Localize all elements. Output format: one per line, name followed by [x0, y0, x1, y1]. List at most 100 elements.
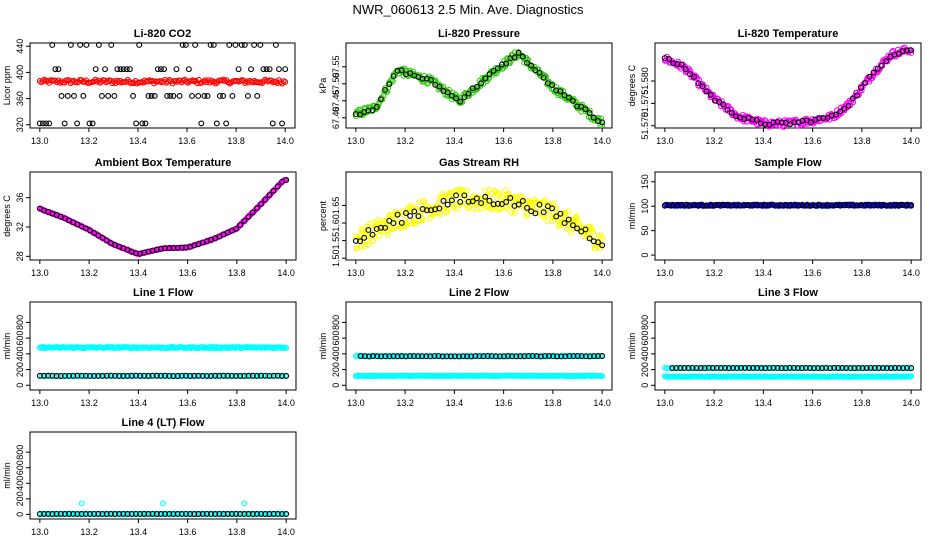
panel-line1: Line 1 Flow ml/min 13.0 13.2 13.4 13.6 13.8 14.… [2, 287, 297, 408]
data-point [53, 373, 60, 379]
data-point [728, 106, 735, 113]
data-point [827, 365, 834, 372]
data-point [398, 67, 405, 74]
data-point [382, 224, 389, 231]
data-point [472, 353, 479, 360]
plot-frame [29, 301, 297, 391]
data-point [402, 210, 409, 216]
data-point [232, 42, 239, 48]
data-point [107, 372, 114, 379]
data-point [787, 202, 794, 209]
figure-title: NWR_060613 2.5 Min. Ave. Diagnostics [352, 2, 584, 17]
data-point [70, 372, 77, 379]
data-point [241, 373, 248, 379]
data-point [887, 365, 894, 371]
data-point [553, 213, 560, 220]
data-point [357, 353, 364, 359]
data-point [774, 118, 781, 125]
data-point [366, 353, 372, 360]
y-tick-label: 50 [640, 226, 650, 236]
data-point [174, 510, 181, 517]
data-point [145, 93, 152, 99]
y-tick-label: 400 [331, 346, 341, 361]
data-point [253, 205, 260, 212]
data-point [858, 87, 865, 94]
data-point [666, 202, 672, 209]
x-tick-label: 13.6 [495, 398, 513, 408]
data-point [536, 69, 543, 76]
data-point [703, 202, 710, 209]
data-point [691, 201, 698, 208]
data-point [558, 353, 565, 360]
data-point [262, 196, 269, 203]
data-point [904, 364, 911, 371]
panel-line2: Line 2 Flow ml/min 13.0 13.2 13.4 13.6 13.8 14.… [318, 287, 613, 408]
data-point [745, 202, 752, 209]
data-point [281, 372, 288, 379]
data-point [204, 93, 211, 99]
x-tick-label: 13.0 [347, 398, 365, 408]
data-point [406, 353, 413, 360]
data-point [782, 365, 789, 372]
series-2.5-min [36, 177, 290, 257]
data-point [595, 239, 601, 246]
data-point [112, 511, 118, 517]
data-point [503, 204, 510, 211]
data-point [786, 364, 793, 371]
data-point [904, 47, 910, 54]
data-point [61, 372, 68, 379]
x-tick-label: 13.2 [396, 136, 414, 146]
panel-rh: Gas Stream RH percent 13.0 13.2 13.4 13.6 13.8… [318, 157, 613, 278]
y-axis-label: degrees C [627, 64, 637, 106]
data-point [276, 66, 282, 73]
data-point [519, 198, 526, 204]
data-point [486, 197, 493, 204]
data-point [837, 202, 844, 209]
data-point [574, 225, 581, 232]
panel-title: Li-820 Pressure [438, 28, 520, 40]
data-point [540, 209, 547, 216]
data-point [162, 372, 169, 379]
data-point [799, 117, 806, 124]
data-point [590, 114, 597, 121]
x-tick-label: 13.8 [544, 136, 562, 146]
data-point [482, 75, 489, 82]
data-point [91, 510, 98, 517]
data-point [544, 218, 551, 225]
data-point [157, 372, 164, 379]
data-point [164, 78, 171, 85]
x-tick-label: 13.8 [228, 398, 246, 408]
data-point [705, 364, 712, 371]
data-point [554, 353, 561, 360]
data-point [891, 201, 898, 208]
data-point [262, 372, 269, 379]
data-point [173, 66, 180, 73]
data-point [730, 364, 736, 371]
data-point [558, 219, 565, 226]
data-point [61, 120, 68, 127]
panel-title: Ambient Box Temperature [95, 157, 232, 169]
data-point [41, 510, 47, 517]
data-point [682, 66, 689, 73]
data-point [440, 206, 447, 213]
panel-co2: Li-820 CO2 Licor ppm 13.0 13.2 13.4 13.6 13.8 1… [2, 28, 296, 146]
series-2.5-min [352, 192, 606, 249]
y-tick-label: 200 [331, 362, 341, 377]
data-point [749, 116, 756, 123]
data-point [238, 42, 245, 48]
data-point [160, 500, 166, 507]
data-point [699, 202, 706, 209]
data-point [116, 511, 123, 517]
data-point [229, 93, 236, 99]
data-point [582, 353, 589, 360]
data-point [718, 98, 725, 105]
panel-title: Li-820 Temperature [738, 28, 839, 40]
data-point [170, 511, 177, 517]
data-point [253, 511, 260, 517]
data-point [95, 372, 102, 379]
data-point [132, 510, 139, 517]
x-tick-label: 13.4 [446, 136, 464, 146]
data-point [178, 372, 185, 379]
data-point [528, 62, 535, 69]
data-point [210, 42, 217, 48]
